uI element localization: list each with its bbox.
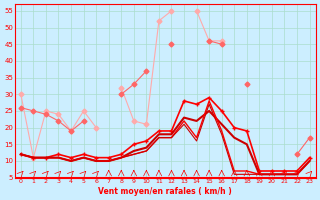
X-axis label: Vent moyen/en rafales ( km/h ): Vent moyen/en rafales ( km/h ) (98, 187, 232, 196)
